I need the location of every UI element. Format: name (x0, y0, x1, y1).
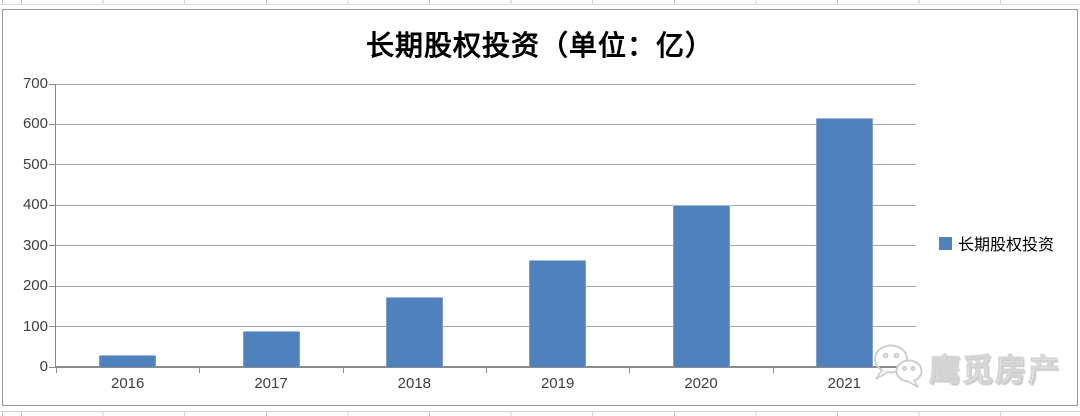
legend[interactable]: 长期股权投资 (939, 231, 1054, 255)
bar-2019[interactable] (529, 259, 587, 367)
x-axis-label-2017: 2017 (254, 375, 288, 392)
y-axis-label-0: 0 (39, 358, 48, 375)
x-axis-label-2016: 2016 (110, 375, 145, 392)
x-axis-tick (629, 368, 631, 373)
chart-title: 长期股权投资（单位：亿） (365, 31, 714, 62)
x-axis-tick (486, 368, 487, 373)
y-axis-tick (49, 164, 55, 166)
bar-2021[interactable] (815, 118, 873, 367)
gridline-100 (56, 326, 916, 328)
y-axis-label-600: 600 (22, 115, 48, 133)
y-axis-tick (49, 326, 55, 328)
watermark-text: 鹰觅房产 (929, 353, 1061, 389)
gridline-300 (56, 245, 916, 247)
y-axis-tick (49, 285, 55, 287)
y-axis-tick (49, 83, 55, 85)
x-axis-tick (56, 368, 57, 373)
bar-2016[interactable] (99, 354, 157, 367)
gridline-700 (56, 83, 916, 85)
y-axis-label-400: 400 (22, 196, 48, 214)
x-axis-label-2020: 2020 (684, 375, 718, 392)
y-axis-label-200: 200 (22, 277, 48, 295)
y-axis-label-300: 300 (22, 236, 48, 254)
gridline-400 (56, 204, 916, 206)
legend-label: 长期股权投资 (958, 237, 1055, 254)
y-axis-tick (49, 204, 55, 206)
chart-object[interactable]: 长期股权投资（单位：亿） 0 100 200 300 400 500 600 700 2016 2… (2, 9, 1078, 406)
spreadsheet-gridline-strip-bottom (0, 411, 1080, 416)
y-axis-line (55, 84, 56, 368)
y-axis-tick (49, 367, 55, 368)
bar-2020[interactable] (672, 205, 730, 367)
x-axis-tick (199, 368, 201, 373)
watermark: 鹰觅房产 (869, 338, 1061, 397)
x-axis-label-2018: 2018 (397, 375, 432, 392)
legend-swatch-icon (939, 236, 952, 250)
gridline-600 (56, 123, 916, 125)
wechat-logo-icon (869, 338, 925, 397)
gridline-200 (56, 285, 916, 287)
y-axis-tick (49, 245, 55, 247)
x-axis-tick (772, 368, 774, 373)
y-axis-label-100: 100 (22, 317, 48, 335)
y-axis-label-500: 500 (22, 155, 48, 173)
bar-2018[interactable] (385, 297, 443, 367)
x-axis-label-2021: 2021 (827, 375, 862, 392)
x-axis-label-2019: 2019 (540, 375, 575, 392)
gridline-500 (56, 164, 916, 166)
x-axis-line (55, 366, 917, 368)
y-axis-label-700: 700 (22, 75, 48, 92)
spreadsheet-gridline-strip-top (0, 0, 1080, 5)
y-axis-tick (49, 123, 55, 125)
x-axis-tick (342, 368, 344, 373)
plot-area: 0 100 200 300 400 500 600 700 2016 2017 2018 2019 20… (23, 75, 917, 392)
bar-2017[interactable] (242, 331, 300, 367)
